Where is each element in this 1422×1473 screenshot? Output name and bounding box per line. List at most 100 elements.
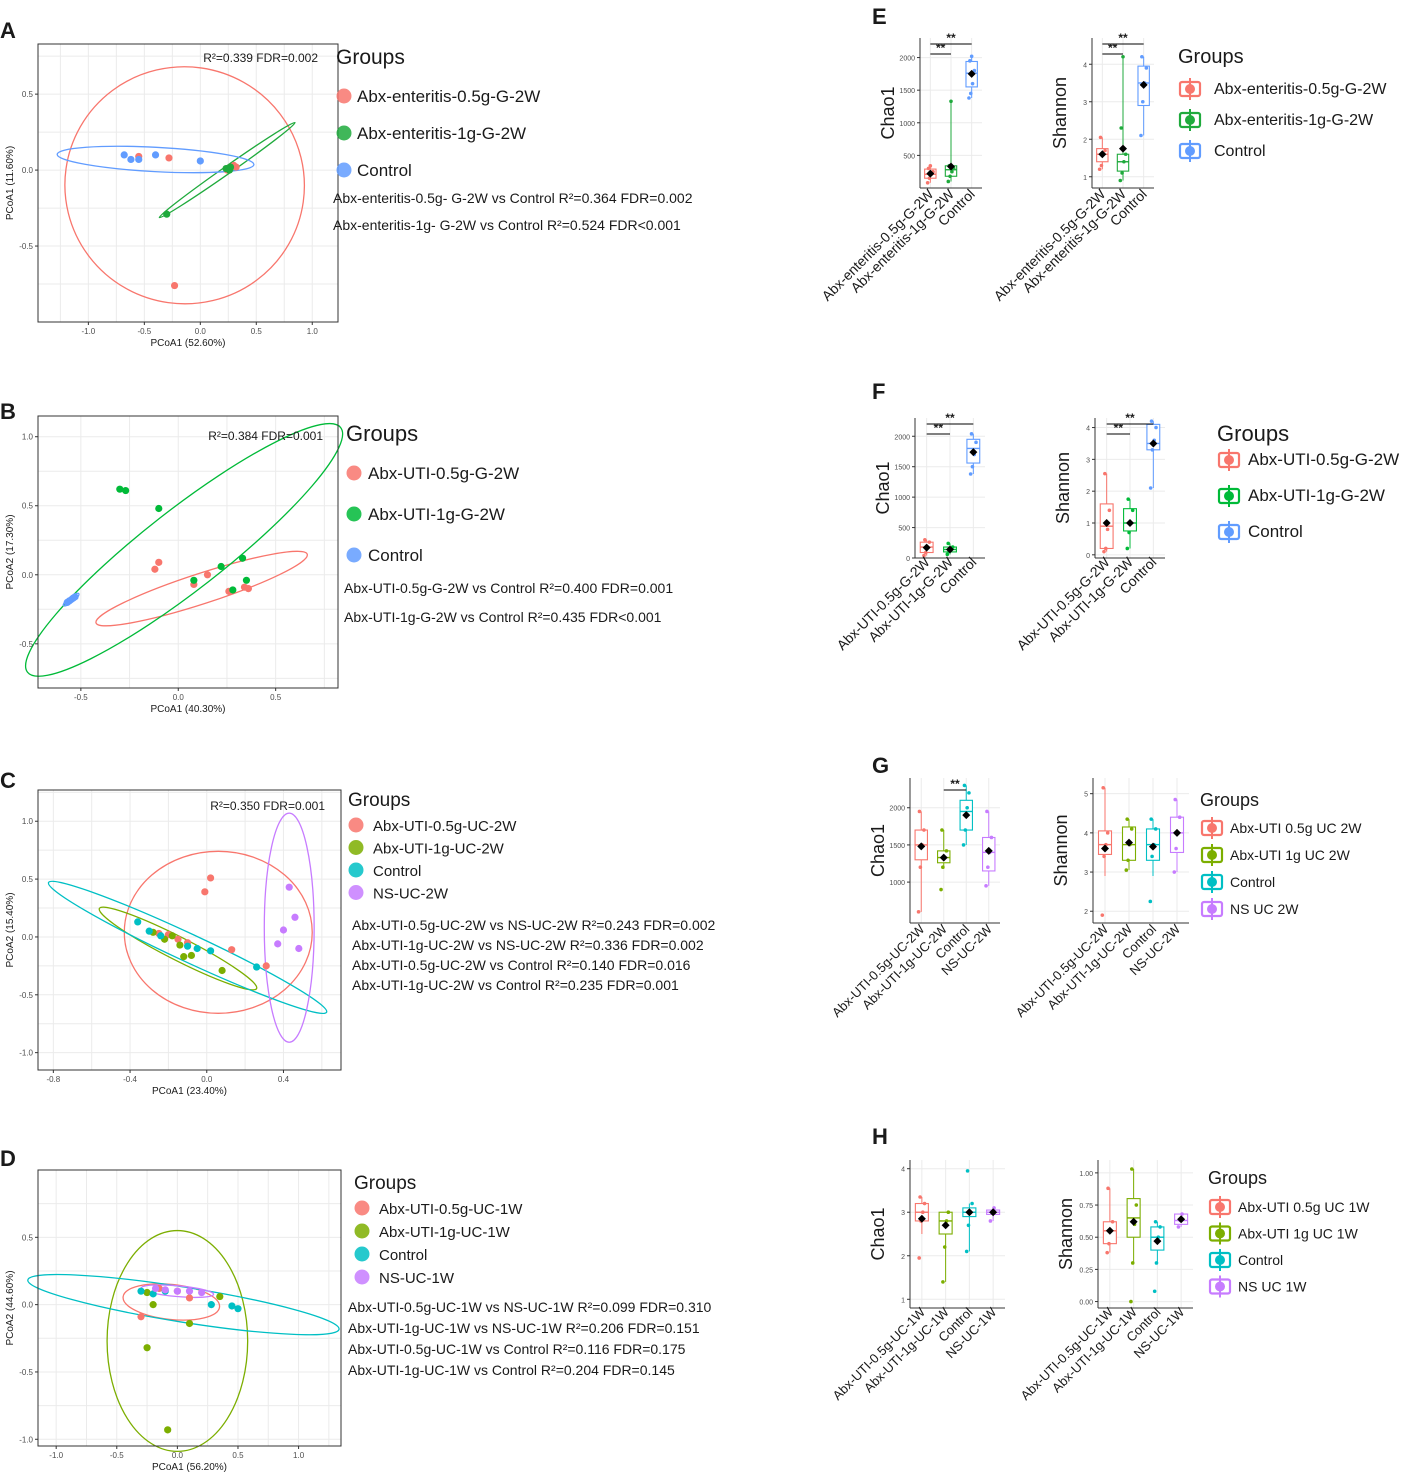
comparison-annotation: Abx-UTI-1g-UC-2W vs NS-UC-2W R²=0.336 FD… xyxy=(352,937,704,953)
plot-frame xyxy=(37,415,339,689)
data-point xyxy=(1129,1299,1133,1304)
y-tick-label: 4 xyxy=(901,1167,905,1174)
data-point xyxy=(1180,1212,1184,1216)
data-point xyxy=(1150,448,1155,452)
plot-frame xyxy=(37,1169,342,1447)
y-tick-label: 3 xyxy=(1084,870,1088,877)
legend-swatch-dot xyxy=(1224,455,1234,465)
data-point xyxy=(989,835,994,840)
mean-marker xyxy=(1139,80,1148,89)
data-point xyxy=(1140,54,1144,59)
data-point xyxy=(949,99,953,104)
mean-marker xyxy=(1119,144,1127,153)
data-point xyxy=(198,1288,206,1297)
data-point xyxy=(941,1280,945,1284)
data-point xyxy=(63,598,71,606)
data-point xyxy=(964,1249,969,1254)
legend-swatch xyxy=(348,885,364,900)
mean-marker xyxy=(962,811,971,820)
data-point xyxy=(151,565,159,573)
x-tick-label: 0.4 xyxy=(278,1075,290,1084)
data-point xyxy=(946,541,950,546)
legend-label: Abx-enteritis-0.5g-G-2W xyxy=(357,87,540,106)
mean-marker xyxy=(1125,838,1133,847)
data-point xyxy=(225,166,234,174)
legend-label: NS-UC-1W xyxy=(379,1270,455,1287)
data-point xyxy=(1172,870,1177,874)
data-point xyxy=(206,947,215,955)
data-point xyxy=(232,163,240,171)
data-point xyxy=(170,281,179,290)
y-tick-label: -0.5 xyxy=(19,640,33,649)
data-point xyxy=(970,81,975,86)
x-category-label: Abx-UTI-0.5g-G-2W xyxy=(833,553,933,653)
panel-letter: D xyxy=(0,1146,16,1171)
x-tick-label: -0.5 xyxy=(74,693,88,702)
mean-marker xyxy=(989,1208,998,1217)
y-tick-label: 3 xyxy=(901,1210,905,1217)
y-tick-label: 1500 xyxy=(889,843,905,850)
significance-label: ** xyxy=(946,31,956,45)
data-point xyxy=(961,843,966,847)
data-point xyxy=(161,1286,169,1294)
data-point xyxy=(1107,508,1112,513)
scatter-plot-A xyxy=(35,43,339,325)
data-point xyxy=(143,1288,151,1297)
legend-label: Abx-UTI-0.5g-UC-1W xyxy=(379,1201,523,1218)
panel-letter: B xyxy=(0,399,16,424)
comparison-annotation: Abx-enteritis-0.5g- G-2W vs Control R²=0… xyxy=(333,190,693,206)
y-tick-label: 0.0 xyxy=(22,166,34,175)
legend-label: Abx-enteritis-0.5g-G-2W xyxy=(1214,81,1387,98)
legend-label: NS-UC-2W xyxy=(373,886,449,903)
data-point xyxy=(1121,54,1125,59)
x-tick-label: -0.4 xyxy=(123,1075,137,1084)
confidence-ellipse xyxy=(56,145,255,174)
data-point xyxy=(923,537,927,542)
y-tick-label: 0.0 xyxy=(22,1301,34,1310)
data-point xyxy=(963,828,968,832)
legend-label: Control xyxy=(373,863,421,880)
data-point xyxy=(1102,549,1106,554)
x-tick-label: 0.0 xyxy=(201,1075,213,1084)
data-point xyxy=(968,91,973,96)
legend-label: Control xyxy=(1230,874,1275,890)
data-point xyxy=(922,1201,927,1206)
y-tick-label: 1.00 xyxy=(1079,1171,1093,1178)
mean-marker xyxy=(1102,519,1111,527)
legend-label: Abx-UTI-1g-UC-1W xyxy=(379,1224,511,1241)
data-point xyxy=(137,1313,145,1321)
boxplot-F-shannon xyxy=(1092,418,1165,559)
legend-label: Abx-UTI 0.5g UC 1W xyxy=(1238,1199,1370,1215)
data-point xyxy=(201,888,209,896)
legend-swatch xyxy=(346,506,362,522)
legend-label: Abx-UTI-1g-G-2W xyxy=(368,505,505,524)
legend-label: Abx-UTI-1g-G-2W xyxy=(1248,486,1385,505)
x-axis-label: PCoA1 (52.60%) xyxy=(150,338,225,349)
y-tick-label: 2 xyxy=(1083,137,1087,144)
data-point xyxy=(941,865,945,870)
y-tick-label: -0.5 xyxy=(19,991,33,1000)
y-tick-label: 4 xyxy=(1084,831,1088,838)
confidence-ellipse xyxy=(64,66,306,305)
legend-swatch xyxy=(354,1200,370,1216)
data-point xyxy=(1125,546,1130,551)
y-axis-label: Shannon xyxy=(1051,814,1071,886)
data-point xyxy=(925,180,930,185)
legend-swatch xyxy=(336,88,352,104)
legend-label: Abx-enteritis-1g-G-2W xyxy=(1214,112,1374,129)
data-point xyxy=(965,805,969,810)
data-point xyxy=(918,865,923,870)
mean-marker xyxy=(926,169,935,178)
data-point xyxy=(969,54,974,59)
comparison-annotation: Abx-UTI-0.5g-UC-2W vs Control R²=0.140 F… xyxy=(352,957,691,973)
legend-swatch xyxy=(336,162,352,178)
data-point xyxy=(966,1223,971,1228)
data-point xyxy=(986,865,990,870)
data-point xyxy=(206,874,215,882)
data-point xyxy=(1130,508,1135,513)
data-point xyxy=(151,1284,160,1293)
x-tick-label: -1.0 xyxy=(49,1451,63,1460)
data-point xyxy=(228,946,236,954)
plot-frame xyxy=(37,43,339,323)
panel-letter: G xyxy=(872,753,889,778)
